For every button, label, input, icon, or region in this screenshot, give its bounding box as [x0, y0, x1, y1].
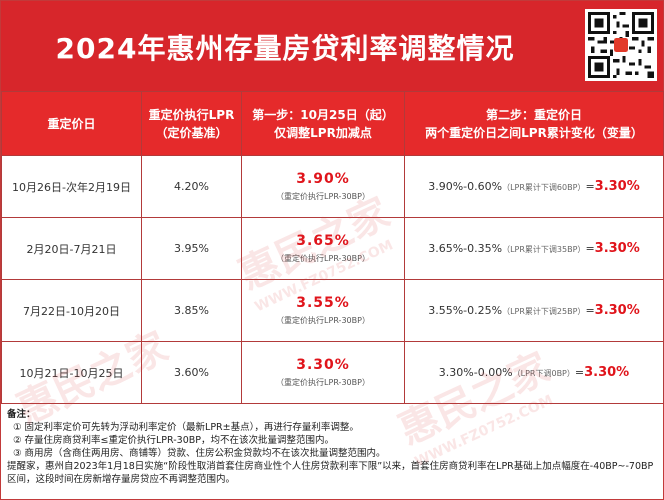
step1-cell: 3.30% （重定价执行LPR-30BP） [241, 341, 405, 404]
step2-note: （LPR累计下调60BP） [502, 183, 586, 192]
table-header-row: 重定价日 重定价执行LPR （定价基准） 第一步：10月25日（起） 仅调整LP… [1, 91, 664, 156]
note-item: ② 存量住房商贷利率≤重定价执行LPR-30BP，均不在该次批量调整范围内。 [13, 435, 334, 446]
rate-table: 重定价日 重定价执行LPR （定价基准） 第一步：10月25日（起） 仅调整LP… [1, 91, 664, 404]
step1-note: （重定价执行LPR-30BP） [276, 378, 370, 387]
step1-note: （重定价执行LPR-30BP） [276, 316, 370, 325]
step2-equals: = [585, 242, 595, 255]
step2-result: 3.30% [584, 365, 630, 380]
page-title: 2024年惠州存量房贷利率调整情况 [55, 32, 515, 65]
step2-cell: 3.65%-0.35%（LPR累计下调35BP）=3.30% [404, 217, 664, 280]
lpr-cell: 3.85% [141, 279, 242, 342]
step2-note: （LPR累计下调25BP） [502, 307, 586, 316]
note-item: ③ 商用房（含商住两用房、商铺等）贷款、住房公积金贷款均不在该次批量调整范围内。 [13, 448, 386, 459]
step2-cell: 3.30%-0.00%（LPR下调0BP）=3.30% [404, 341, 664, 404]
step2-cell: 3.55%-0.25%（LPR累计下调25BP）=3.30% [404, 279, 664, 342]
lpr-cell: 4.20% [141, 155, 242, 218]
step2-equals: = [585, 304, 595, 317]
step2-note: （LPR下调0BP） [512, 369, 575, 378]
period-cell: 10月21日-10月25日 [1, 341, 142, 404]
period-cell: 7月22日-10月20日 [1, 279, 142, 342]
column-header-step2: 第二步：重定价日 两个重定价日之间LPR累计变化（变量） [404, 91, 664, 156]
step1-rate: 3.90% [296, 171, 350, 187]
column-header-lpr: 重定价执行LPR （定价基准） [141, 91, 242, 156]
step2-note: （LPR累计下调35BP） [502, 245, 586, 254]
notes-section: 备注： ① 固定利率定价可先转为浮动利率定价（最新LPR±基点），再进行存量利率… [7, 408, 657, 486]
step2-result: 3.30% [594, 179, 640, 194]
step2-equals: = [585, 180, 595, 193]
table-row: 7月22日-10月20日 3.85% 3.55% （重定价执行LPR-30BP）… [1, 279, 664, 342]
step1-cell: 3.65% （重定价执行LPR-30BP） [241, 217, 405, 280]
table-row: 10月26日-次年2月19日 4.20% 3.90% （重定价执行LPR-30B… [1, 155, 664, 218]
step2-expression: 3.30%-0.00% [438, 366, 513, 379]
step1-cell: 3.90% （重定价执行LPR-30BP） [241, 155, 405, 218]
column-header-step1: 第一步：10月25日（起） 仅调整LPR加减点 [241, 91, 405, 156]
step1-rate: 3.30% [296, 357, 350, 373]
step1-note: （重定价执行LPR-30BP） [276, 254, 370, 263]
table-row: 2月20日-7月21日 3.95% 3.65% （重定价执行LPR-30BP） … [1, 217, 664, 280]
step1-note: （重定价执行LPR-30BP） [276, 192, 370, 201]
period-cell: 2月20日-7月21日 [1, 217, 142, 280]
notes-reminder: 提醒家，惠州自2023年1月18日实施“阶段性取消首套住房商业性个人住房贷款利率… [7, 461, 654, 485]
step2-equals: = [574, 366, 585, 379]
step1-rate: 3.65% [296, 233, 350, 249]
step2-result: 3.30% [594, 303, 640, 318]
step2-expression: 3.65%-0.35% [428, 242, 503, 255]
step1-rate: 3.55% [296, 295, 350, 311]
notes-heading: 备注： [7, 409, 36, 420]
period-cell: 10月26日-次年2月19日 [1, 155, 142, 218]
step2-cell: 3.90%-0.60%（LPR累计下调60BP）=3.30% [404, 155, 664, 218]
table-row: 10月21日-10月25日 3.60% 3.30% （重定价执行LPR-30BP… [1, 341, 664, 404]
step2-result: 3.30% [594, 241, 640, 256]
note-item: ① 固定利率定价可先转为浮动利率定价（最新LPR±基点），再进行存量利率调整。 [13, 422, 359, 433]
step2-expression: 3.90%-0.60% [428, 180, 503, 193]
qr-code-icon [585, 9, 657, 81]
lpr-cell: 3.60% [141, 341, 242, 404]
column-header-period: 重定价日 [1, 91, 142, 156]
step2-expression: 3.55%-0.25% [428, 304, 503, 317]
lpr-cell: 3.95% [141, 217, 242, 280]
header-banner: 2024年惠州存量房贷利率调整情况 [1, 1, 663, 91]
step1-cell: 3.55% （重定价执行LPR-30BP） [241, 279, 405, 342]
